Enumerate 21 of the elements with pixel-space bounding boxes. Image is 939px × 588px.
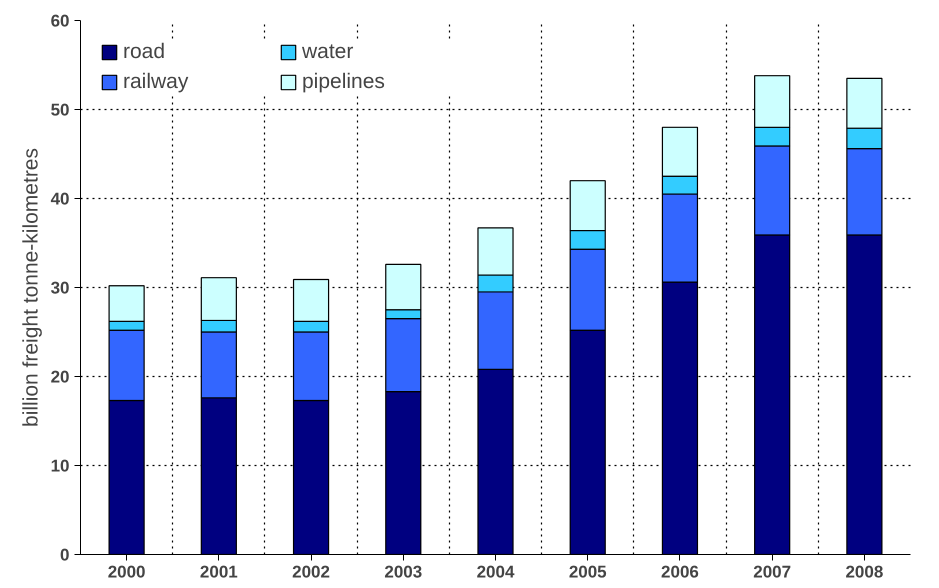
- x-tick-label: 2005: [568, 562, 607, 582]
- legend-label: pipelines: [302, 70, 386, 94]
- x-tick-label: 2008: [845, 562, 884, 582]
- y-tick-label: 30: [50, 278, 70, 298]
- legend-label: railway: [123, 70, 190, 94]
- legend-label: road: [123, 40, 166, 64]
- x-tick-label: 2004: [476, 562, 515, 582]
- y-tick-label: 10: [50, 456, 70, 476]
- legend-label: water: [302, 40, 354, 64]
- y-tick-label: 60: [50, 12, 70, 30]
- y-tick-label: 0: [60, 546, 70, 564]
- x-tick-label: 2006: [661, 562, 699, 582]
- x-tick-label: 2001: [200, 562, 238, 582]
- y-tick-label: 50: [50, 100, 70, 120]
- y-axis-title: billion freight tonne-kilometres: [20, 148, 43, 427]
- x-tick-label: 2000: [108, 562, 146, 582]
- x-tick-label: 2007: [753, 562, 792, 582]
- x-tick-label: 2002: [292, 562, 330, 582]
- x-tick-label: 2003: [384, 562, 422, 582]
- y-tick-label: 20: [50, 368, 70, 386]
- y-tick-label: 40: [50, 190, 70, 208]
